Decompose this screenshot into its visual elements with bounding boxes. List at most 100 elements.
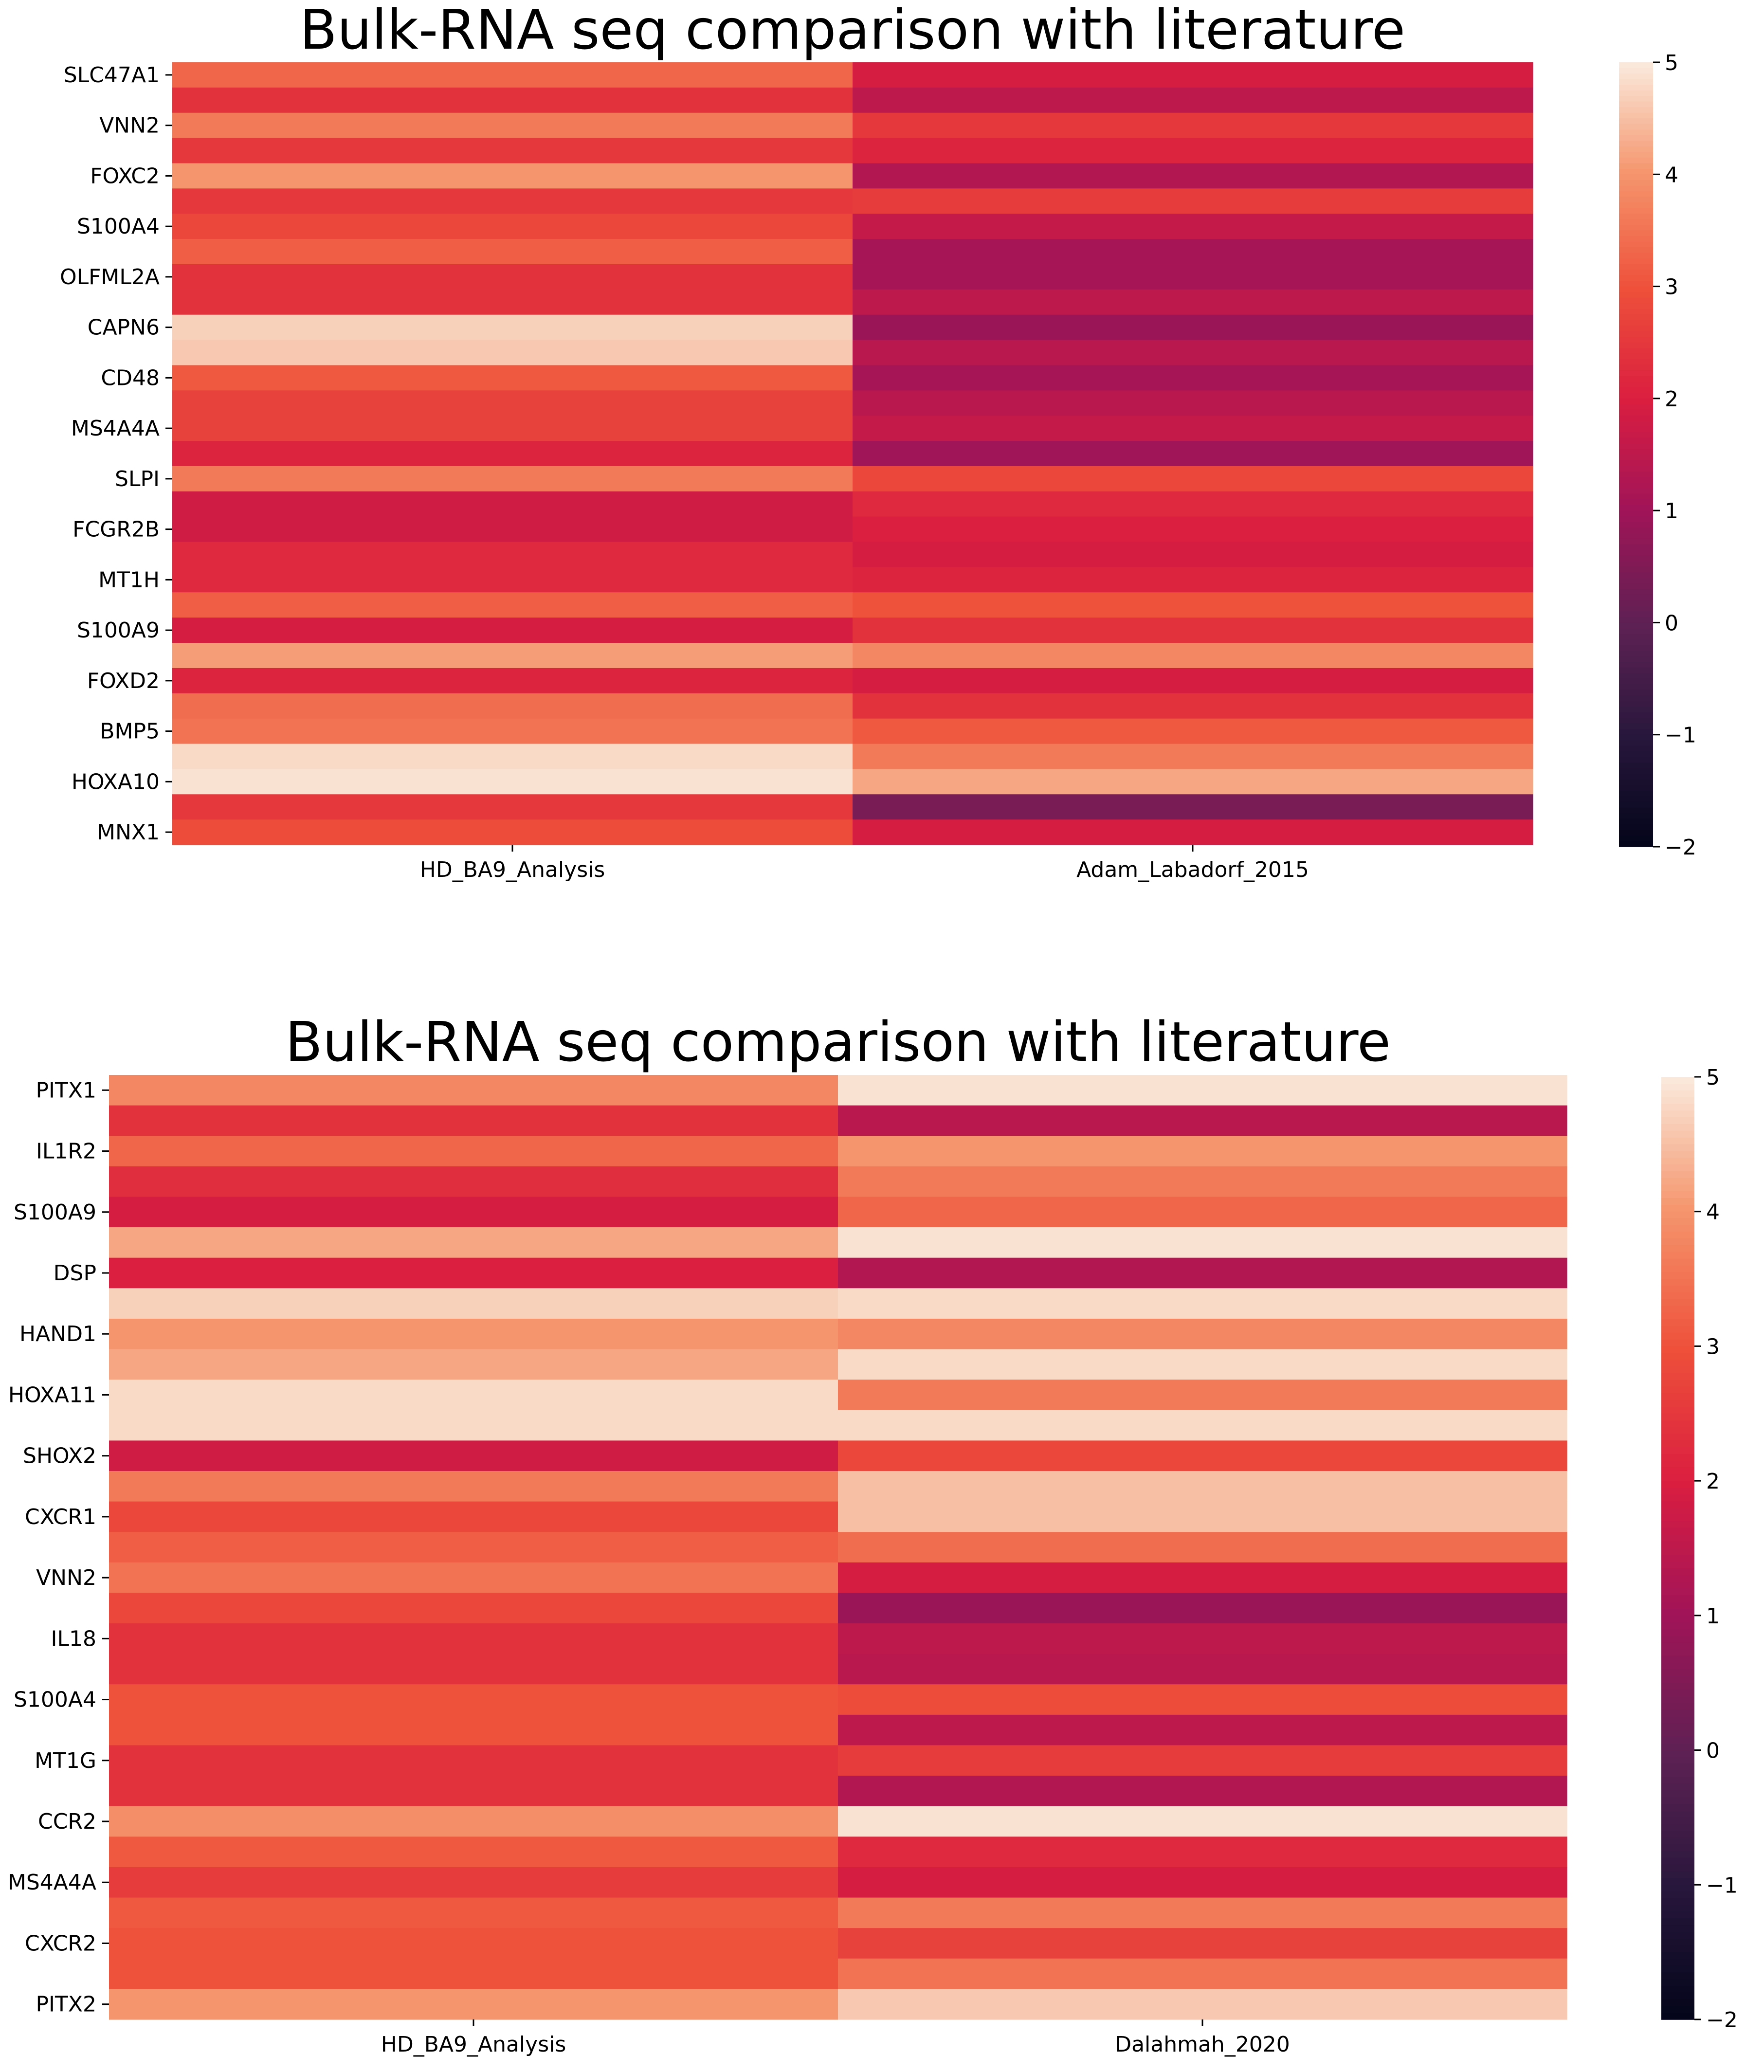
colorbar-segment bbox=[1619, 297, 1653, 304]
colorbar-segment bbox=[1619, 566, 1653, 573]
colorbar-segment bbox=[1619, 241, 1653, 248]
heatmap-cell bbox=[838, 1501, 1567, 1532]
colorbar-segment bbox=[1619, 393, 1653, 399]
heatmap-cell bbox=[109, 1471, 838, 1502]
y-tick-label: CAPN6 bbox=[88, 315, 160, 340]
heatmap-cell bbox=[109, 1714, 838, 1746]
colorbar-segment bbox=[1619, 376, 1653, 382]
colorbar-segment bbox=[1619, 382, 1653, 388]
heatmap-cell bbox=[109, 1349, 838, 1380]
colorbar-tick-label: −1 bbox=[1665, 723, 1696, 748]
colorbar-segment bbox=[1661, 1292, 1694, 1300]
colorbar-segment bbox=[1619, 662, 1653, 668]
colorbar-segment bbox=[1619, 745, 1653, 752]
colorbar-segment bbox=[1661, 1562, 1694, 1569]
colorbar-segment bbox=[1661, 1568, 1694, 1576]
colorbar-segment bbox=[1661, 1332, 1694, 1340]
colorbar-segment bbox=[1619, 101, 1653, 108]
colorbar-segment bbox=[1619, 790, 1653, 797]
colorbar-segment bbox=[1619, 415, 1653, 421]
heatmap-cell bbox=[853, 668, 1533, 694]
colorbar-segment bbox=[1661, 1811, 1694, 1818]
heatmap-cells bbox=[172, 62, 1533, 845]
colorbar-segment bbox=[1661, 1406, 1694, 1414]
colorbar-tick-label: 3 bbox=[1706, 1334, 1720, 1359]
colorbar-segment bbox=[1619, 628, 1653, 635]
colorbar-segment bbox=[1661, 1191, 1694, 1199]
colorbar-segment bbox=[1661, 1460, 1694, 1468]
colorbar-segment bbox=[1619, 191, 1653, 198]
colorbar-tick-label: −2 bbox=[1706, 2008, 1738, 2033]
colorbar-segment bbox=[1661, 1527, 1694, 1535]
y-tick-label: VNN2 bbox=[36, 1565, 96, 1590]
colorbar-segment bbox=[1619, 830, 1653, 836]
heatmap-cell bbox=[853, 769, 1533, 795]
heatmap-cell bbox=[172, 567, 853, 593]
colorbar-segment bbox=[1619, 180, 1653, 186]
colorbar-segment bbox=[1661, 1945, 1694, 1953]
colorbar-segment bbox=[1661, 1339, 1694, 1347]
colorbar-segment bbox=[1619, 673, 1653, 679]
heatmap-cell bbox=[172, 744, 853, 769]
colorbar-segment bbox=[1619, 409, 1653, 416]
heatmap-cell bbox=[172, 668, 853, 694]
colorbar-segment bbox=[1619, 751, 1653, 758]
colorbar-segment bbox=[1619, 813, 1653, 819]
heatmap-cell bbox=[109, 1440, 838, 1472]
heatmap-cell bbox=[853, 264, 1533, 290]
heatmap-cell bbox=[109, 1562, 838, 1594]
colorbar-tick-label: 3 bbox=[1665, 275, 1678, 300]
colorbar-segment bbox=[1619, 320, 1653, 326]
heatmap-cell bbox=[838, 1623, 1567, 1654]
colorbar-segment bbox=[1661, 1985, 1694, 1993]
heatmap-cell bbox=[838, 1166, 1567, 1198]
colorbar-segment bbox=[1661, 1629, 1694, 1636]
colorbar-segment bbox=[1619, 309, 1653, 315]
colorbar-segment bbox=[1661, 1130, 1694, 1138]
colorbar-segment bbox=[1661, 1736, 1694, 1744]
heatmap-cell bbox=[838, 1654, 1567, 1685]
colorbar-tick-label: −1 bbox=[1706, 1873, 1738, 1898]
colorbar-segment bbox=[1661, 1312, 1694, 1320]
colorbar-segment bbox=[1661, 1891, 1694, 1899]
heatmap-cell bbox=[109, 1867, 838, 1898]
colorbar-segment bbox=[1619, 454, 1653, 461]
colorbar-segment bbox=[1619, 426, 1653, 433]
colorbar-segment bbox=[1661, 1090, 1694, 1098]
colorbar-segment bbox=[1619, 589, 1653, 595]
y-tick-label: MT1G bbox=[35, 1748, 96, 1773]
colorbar-segment bbox=[1619, 796, 1653, 802]
colorbar-segment bbox=[1619, 499, 1653, 506]
colorbar-segment bbox=[1619, 471, 1653, 477]
colorbar-segment bbox=[1619, 303, 1653, 309]
colorbar-segment bbox=[1661, 1797, 1694, 1805]
colorbar-tick-label: 5 bbox=[1665, 51, 1678, 75]
colorbar-segment bbox=[1619, 801, 1653, 808]
colorbar-segment bbox=[1661, 1622, 1694, 1630]
colorbar-segment bbox=[1661, 1467, 1694, 1475]
colorbar-segment bbox=[1619, 522, 1653, 528]
colorbar-segment bbox=[1661, 1487, 1694, 1495]
heatmap-cell bbox=[172, 542, 853, 568]
colorbar-segment bbox=[1661, 1225, 1694, 1233]
colorbar-segment bbox=[1661, 1514, 1694, 1522]
y-tick-label: CXCR2 bbox=[25, 1931, 96, 1956]
heatmap-cell bbox=[853, 188, 1533, 214]
colorbar-segment bbox=[1619, 314, 1653, 321]
colorbar-segment bbox=[1619, 841, 1653, 847]
colorbar-segment bbox=[1661, 1211, 1694, 1219]
heatmap-cell bbox=[109, 1166, 838, 1198]
colorbar-segment bbox=[1661, 1602, 1694, 1609]
y-tick-label: S100A4 bbox=[77, 214, 160, 239]
heatmap-cell bbox=[109, 1776, 838, 1807]
y-tick-label: IL1R2 bbox=[36, 1139, 96, 1164]
colorbar-segment bbox=[1661, 1757, 1694, 1764]
y-tick-label: OLFML2A bbox=[60, 265, 160, 290]
colorbar-segment bbox=[1619, 326, 1653, 332]
colorbar-segment bbox=[1661, 1763, 1694, 1771]
y-tick-label: VNN2 bbox=[99, 113, 160, 138]
colorbar-segment bbox=[1619, 213, 1653, 220]
colorbar-segment bbox=[1619, 667, 1653, 673]
colorbar-segment bbox=[1661, 1184, 1694, 1192]
colorbar-segment bbox=[1619, 79, 1653, 85]
